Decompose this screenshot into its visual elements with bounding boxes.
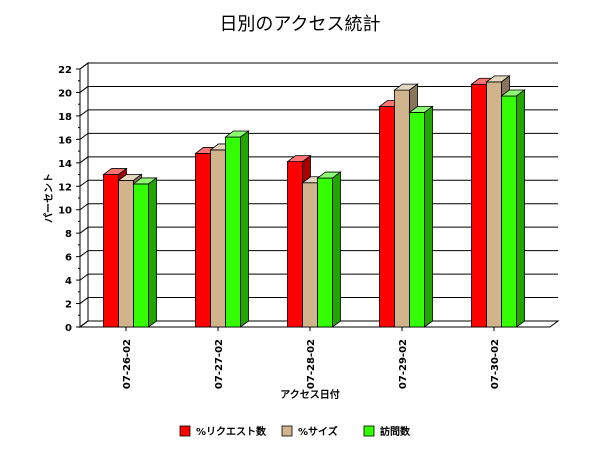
bar-side	[240, 130, 249, 328]
bar	[132, 177, 158, 328]
y-tick-label: 4	[65, 276, 72, 287]
legend-swatch	[281, 425, 293, 437]
x-tick-label: 07-28-02	[306, 339, 317, 389]
x-axis-label: アクセス日付	[280, 388, 340, 401]
gridline-side	[79, 320, 89, 328]
y-tick-label: 20	[58, 88, 72, 99]
bar-front	[317, 177, 333, 328]
bar-front	[379, 106, 395, 328]
bar-front	[287, 161, 303, 328]
legend-label: %リクエスト数	[196, 425, 267, 438]
bar-side	[424, 105, 433, 328]
legend-label: %サイズ	[298, 425, 338, 438]
gridline-side	[79, 132, 89, 140]
bar	[316, 171, 342, 328]
bar-front	[225, 136, 241, 328]
legend-swatch	[363, 425, 375, 437]
x-tick-label: 07-26-02	[122, 339, 133, 389]
gridline-side	[79, 273, 89, 281]
bar	[224, 130, 250, 328]
bar-front	[486, 81, 502, 328]
bar-side	[148, 177, 157, 328]
legend: %リクエスト数 %サイズ 訪問数	[179, 425, 411, 438]
x-tick-label: 07-30-02	[490, 339, 501, 389]
x-tick-label: 07-29-02	[398, 339, 409, 389]
gridline-side	[79, 109, 89, 117]
bar-front	[118, 180, 134, 328]
bar-front	[195, 153, 211, 328]
y-tick-label: 0	[65, 323, 72, 334]
y-tick-label: 8	[65, 229, 72, 240]
gridline-side	[79, 179, 89, 187]
y-tick-label: 16	[58, 135, 72, 146]
gridline-side	[79, 297, 89, 304]
legend-item: %リクエスト数	[179, 425, 267, 438]
y-tick-label: 12	[58, 182, 72, 193]
y-tick-label: 10	[58, 206, 72, 217]
chart-title: 日別のアクセス統計	[219, 14, 380, 35]
bar-front	[302, 182, 318, 328]
gridline-side	[79, 156, 89, 164]
bar-front	[133, 183, 149, 328]
gridline-side	[79, 250, 89, 258]
bar-front	[501, 95, 517, 328]
gridline-side	[79, 203, 89, 211]
bar	[500, 89, 526, 328]
bar-front	[103, 174, 119, 328]
bar-side	[332, 171, 341, 328]
y-tick-label: 22	[58, 65, 72, 76]
bar-front	[409, 111, 425, 328]
gridline-side	[79, 226, 89, 234]
gridline-side	[79, 86, 89, 93]
legend-label: 訪問数	[380, 425, 411, 438]
y-tick-label: 18	[58, 112, 72, 123]
bar	[408, 105, 434, 328]
y-tick-label: 14	[58, 159, 72, 170]
bar-front	[471, 83, 487, 328]
y-axis-label: パーセント	[43, 173, 55, 223]
x-tick-label: 07-27-02	[214, 339, 225, 389]
bar-front	[394, 89, 410, 328]
bars-layer	[102, 75, 526, 328]
side-wall	[79, 62, 89, 328]
gridline-side	[79, 62, 89, 70]
axis-layer: 0 2 4 6 8 10 12 14 16 18 20 22 07-26-02 07-27-02 07-28…	[58, 65, 501, 389]
y-tick-label: 6	[65, 253, 72, 264]
bar-front	[210, 149, 226, 328]
legend-item: 訪問数	[363, 425, 411, 438]
legend-item: %サイズ	[281, 425, 338, 438]
y-tick-label: 2	[65, 300, 72, 311]
bar-side	[516, 89, 525, 328]
legend-swatch	[179, 425, 191, 437]
